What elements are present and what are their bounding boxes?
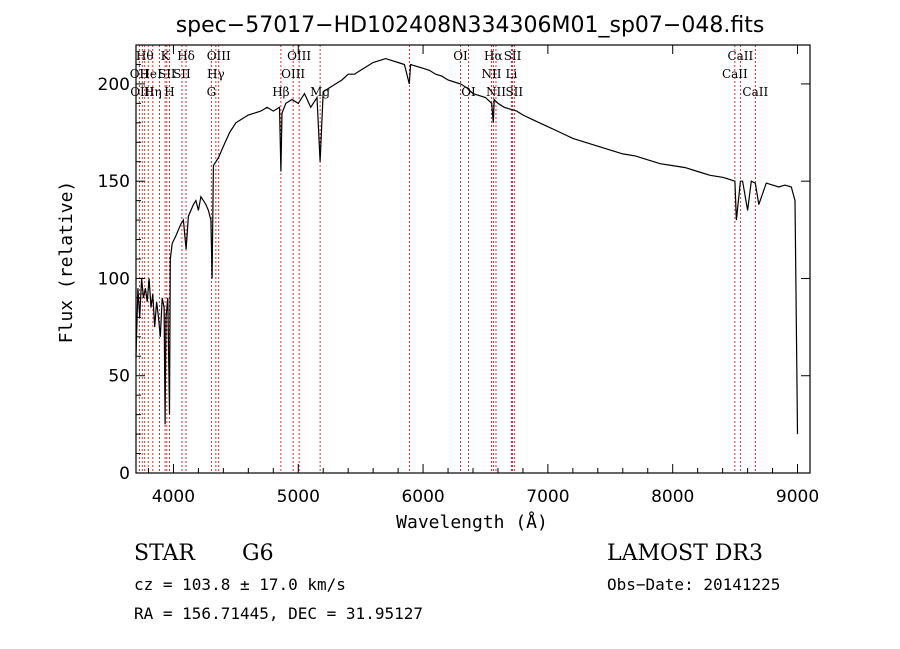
line-marker-label: OII — [130, 67, 150, 81]
line-marker-label: I — [157, 67, 162, 81]
line-marker-label: CaII — [742, 85, 768, 99]
line-marker-label: CaII — [722, 67, 748, 81]
y-tick-label: 50 — [108, 367, 130, 387]
spectrum-line — [135, 57, 799, 435]
line-marker-label: SII — [504, 49, 522, 63]
line-marker-label: SII — [158, 67, 176, 81]
emission-line-markers — [138, 45, 756, 473]
y-tick-label: 150 — [98, 172, 130, 192]
line-marker-label: Hη — [144, 85, 162, 99]
x-tick-label: 7000 — [526, 487, 569, 507]
line-marker-label: K — [161, 49, 171, 63]
line-marker-label: Mg — [310, 85, 330, 99]
emission-line-labels: OIIOIIIHθHeHηIKSIIHHδSIIGHγOIIIHβOIIIOII… — [130, 49, 769, 99]
obs-date-text: Obs−Date: 20141225 — [607, 575, 780, 594]
line-marker-label: Hγ — [207, 67, 225, 81]
coords-text: RA = 156.71445, DEC = 31.95127 — [134, 604, 423, 623]
redshift-text: cz = 103.8 ± 17.0 km/s — [134, 575, 346, 594]
line-marker-label: Li — [506, 67, 518, 81]
y-tick-label: 200 — [98, 75, 130, 95]
line-marker-label: Hα — [484, 49, 503, 63]
subclass-label: G6 — [242, 541, 274, 566]
plot-frame — [135, 44, 811, 474]
line-marker-label: H — [164, 85, 174, 99]
x-tick-label: 6000 — [401, 487, 444, 507]
line-marker-label: Hθ — [136, 49, 154, 63]
y-tick-label: 0 — [119, 464, 130, 484]
x-tick-label: 4000 — [152, 487, 195, 507]
x-tick-label: 9000 — [776, 487, 819, 507]
y-axis-ticks: 0 50 100 150 200 — [98, 44, 810, 484]
x-tick-label: 5000 — [277, 487, 320, 507]
line-marker-label: OIII — [281, 67, 305, 81]
line-marker-label: Hδ — [177, 49, 195, 63]
line-marker-label: NII — [486, 85, 506, 99]
y-axis-label: Flux (relative) — [56, 181, 77, 344]
line-marker-label: OIII — [207, 49, 231, 63]
line-marker-label: OI — [453, 49, 468, 63]
y-tick-label: 100 — [98, 269, 130, 289]
line-marker-label: SII — [173, 67, 191, 81]
line-marker-label: CaII — [727, 49, 753, 63]
chart-title: spec−57017−HD102408N334306M01_sp07−048.f… — [176, 13, 765, 38]
line-marker-label: G — [207, 85, 217, 99]
x-axis-label: Wavelength (Å) — [396, 511, 548, 533]
line-marker-label: NII — [481, 67, 501, 81]
survey-label: LAMOST DR3 — [607, 541, 763, 566]
class-label: STAR — [134, 541, 196, 566]
line-marker-label: He — [139, 67, 157, 81]
x-axis-ticks: 4000 5000 6000 7000 8000 9000 — [147, 45, 819, 507]
x-tick-label: 8000 — [651, 487, 694, 507]
line-marker-label: Hβ — [272, 85, 289, 99]
line-marker-label: OIII — [287, 49, 311, 63]
line-marker-label: SII — [505, 85, 523, 99]
line-marker-label: OI — [461, 85, 476, 99]
